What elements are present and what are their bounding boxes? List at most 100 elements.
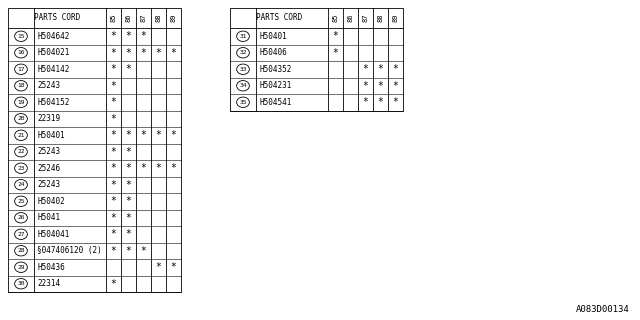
Text: *: * (156, 48, 161, 58)
Text: 86: 86 (125, 14, 131, 22)
Text: 31: 31 (239, 34, 247, 39)
Text: 22314: 22314 (37, 279, 60, 288)
Ellipse shape (15, 278, 28, 289)
Text: *: * (333, 31, 339, 41)
Text: 16: 16 (17, 50, 25, 55)
Text: *: * (363, 97, 369, 107)
Text: *: * (125, 196, 131, 206)
Text: *: * (111, 31, 116, 41)
Text: *: * (111, 48, 116, 58)
Ellipse shape (15, 48, 28, 58)
Text: *: * (125, 48, 131, 58)
Ellipse shape (237, 64, 250, 75)
Text: *: * (392, 64, 399, 74)
Bar (8, 8, 181, 292)
Text: H504541: H504541 (259, 98, 291, 107)
Ellipse shape (15, 262, 28, 272)
Text: *: * (111, 114, 116, 124)
Text: *: * (125, 180, 131, 190)
Text: H5041: H5041 (37, 213, 60, 222)
Text: *: * (378, 81, 383, 91)
Ellipse shape (15, 64, 28, 75)
Text: *: * (363, 64, 369, 74)
Text: 85: 85 (333, 14, 339, 22)
Text: H504142: H504142 (37, 65, 69, 74)
Text: 19: 19 (17, 100, 25, 105)
Ellipse shape (15, 31, 28, 42)
Text: H504041: H504041 (37, 230, 69, 239)
Text: *: * (141, 48, 147, 58)
Text: 34: 34 (239, 83, 247, 88)
Ellipse shape (15, 163, 28, 173)
Text: *: * (125, 130, 131, 140)
Bar (230, 8, 403, 110)
Text: H504231: H504231 (259, 81, 291, 90)
Text: 89: 89 (170, 14, 177, 22)
Text: H50401: H50401 (259, 32, 287, 41)
Text: *: * (111, 196, 116, 206)
Text: 25: 25 (17, 199, 25, 204)
Text: H50402: H50402 (37, 197, 65, 206)
Text: *: * (141, 163, 147, 173)
Text: A083D00134: A083D00134 (576, 305, 630, 314)
Text: *: * (392, 81, 399, 91)
Ellipse shape (15, 97, 28, 108)
Text: *: * (125, 213, 131, 223)
Text: 26: 26 (17, 215, 25, 220)
Ellipse shape (15, 196, 28, 206)
Ellipse shape (15, 212, 28, 223)
Ellipse shape (237, 48, 250, 58)
Text: *: * (111, 64, 116, 74)
Text: *: * (171, 163, 177, 173)
Text: 27: 27 (17, 232, 25, 237)
Text: *: * (125, 229, 131, 239)
Text: *: * (156, 262, 161, 272)
Text: *: * (111, 163, 116, 173)
Ellipse shape (15, 147, 28, 157)
Text: *: * (111, 97, 116, 107)
Text: 22: 22 (17, 149, 25, 154)
Text: *: * (111, 81, 116, 91)
Text: *: * (378, 64, 383, 74)
Text: 25246: 25246 (37, 164, 60, 173)
Text: *: * (171, 48, 177, 58)
Ellipse shape (15, 245, 28, 256)
Text: *: * (111, 279, 116, 289)
Text: *: * (125, 31, 131, 41)
Text: 87: 87 (362, 14, 369, 22)
Text: *: * (156, 163, 161, 173)
Text: 28: 28 (17, 248, 25, 253)
Text: *: * (111, 180, 116, 190)
Text: H504152: H504152 (37, 98, 69, 107)
Text: *: * (171, 130, 177, 140)
Text: *: * (156, 130, 161, 140)
Text: 33: 33 (239, 67, 247, 72)
Text: 25243: 25243 (37, 180, 60, 189)
Text: *: * (141, 130, 147, 140)
Text: 18: 18 (17, 83, 25, 88)
Text: *: * (378, 97, 383, 107)
Text: *: * (125, 163, 131, 173)
Text: *: * (111, 130, 116, 140)
Ellipse shape (237, 97, 250, 108)
Text: 29: 29 (17, 265, 25, 270)
Text: 89: 89 (392, 14, 399, 22)
Text: 23: 23 (17, 166, 25, 171)
Text: *: * (111, 147, 116, 157)
Text: *: * (141, 31, 147, 41)
Text: *: * (333, 48, 339, 58)
Text: *: * (171, 262, 177, 272)
Ellipse shape (15, 81, 28, 91)
Text: *: * (125, 147, 131, 157)
Text: H504021: H504021 (37, 48, 69, 57)
Ellipse shape (237, 81, 250, 91)
Text: *: * (111, 229, 116, 239)
Ellipse shape (15, 130, 28, 140)
Text: 85: 85 (111, 14, 116, 22)
Text: *: * (125, 246, 131, 256)
Text: 25243: 25243 (37, 81, 60, 90)
Ellipse shape (15, 114, 28, 124)
Text: 20: 20 (17, 116, 25, 121)
Text: *: * (111, 213, 116, 223)
Text: 32: 32 (239, 50, 247, 55)
